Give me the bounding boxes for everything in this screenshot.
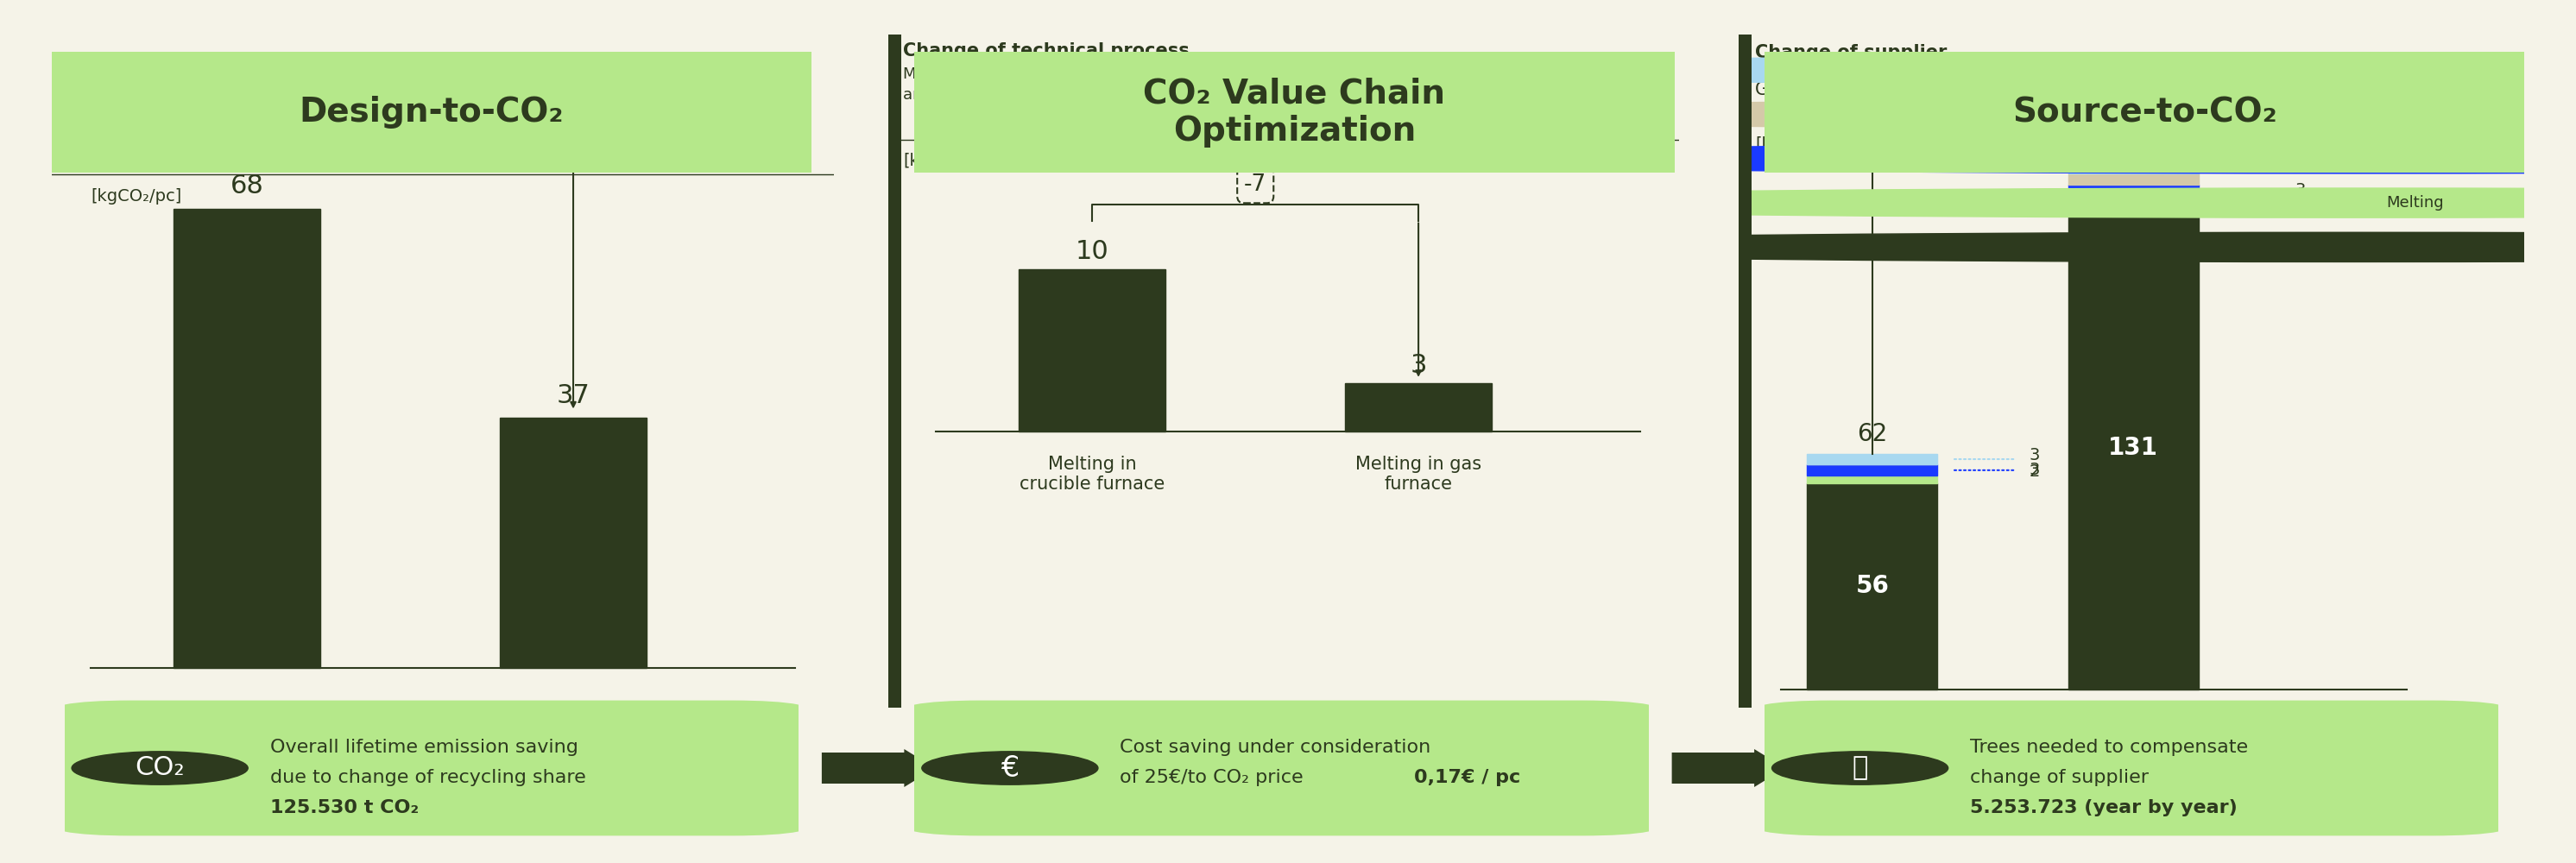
Text: Finishing: Finishing [2385,107,2455,123]
Text: Design-to-CO₂: Design-to-CO₂ [299,96,564,129]
Text: 56: 56 [1855,574,1888,598]
Bar [2069,185,2197,196]
Text: CO₂ Value Chain
Optimization: CO₂ Value Chain Optimization [1144,77,1445,148]
Text: AlSi9Cu3
80% recycling
material: AlSi9Cu3 80% recycling material [510,722,636,779]
Text: [kgCO₂/pc]: [kgCO₂/pc] [904,153,994,169]
Bar [1808,483,1937,690]
Text: -7: -7 [1244,173,1267,196]
Bar [173,208,319,668]
Bar [2069,196,2197,206]
Text: 2: 2 [2030,464,2040,480]
FancyBboxPatch shape [1741,701,2522,835]
Text: 140: 140 [2110,131,2156,155]
FancyBboxPatch shape [21,47,842,178]
Text: 131: 131 [2107,436,2159,460]
Circle shape [1311,232,2576,261]
Bar [1020,269,1167,432]
Circle shape [1311,144,2576,173]
Text: 125.530 t CO₂: 125.530 t CO₂ [270,799,420,816]
Text: 10: 10 [1077,239,1110,264]
Text: Trees needed to compensate: Trees needed to compensate [1971,739,2249,756]
Text: Transport: Transport [2385,62,2460,78]
Text: 3: 3 [1409,353,1427,378]
Bar [1808,464,1937,476]
Circle shape [1772,752,1947,784]
FancyArrow shape [822,749,935,787]
Text: change of supplier: change of supplier [1971,769,2148,786]
FancyBboxPatch shape [1734,47,2555,178]
Text: due to change of recycling share: due to change of recycling share [270,769,585,786]
Text: [kgCO₂/pc]: [kgCO₂/pc] [1754,136,1847,153]
Bar [2069,173,2197,185]
Bar [500,418,647,668]
Text: [kgCO₂/pc]: [kgCO₂/pc] [90,188,180,205]
Text: 3: 3 [2030,462,2040,478]
Text: AlSi9Cu3
20% recycling
material: AlSi9Cu3 20% recycling material [183,722,312,779]
Text: Melting in gas
furnace: Melting in gas furnace [1355,456,1481,493]
Text: 0,17€ / pc: 0,17€ / pc [1414,769,1520,786]
Circle shape [922,752,1097,784]
Text: 🌳: 🌳 [1852,756,1868,780]
Text: CO₂: CO₂ [134,756,185,780]
Text: -31: -31 [392,88,428,110]
Circle shape [1311,188,2576,217]
Text: Die Casting: Die Casting [2385,151,2476,167]
Circle shape [1311,55,2576,85]
Text: Change of material: Change of material [90,107,286,124]
Circle shape [72,752,247,784]
Text: 5.253.723 (year by year): 5.253.723 (year by year) [1971,799,2239,816]
Text: +79: +79 [1978,81,2027,104]
Text: Germany vs. China: Germany vs. China [1754,81,1927,98]
Text: Cost saving under consideration: Cost saving under consideration [1121,739,1432,756]
Text: Material: Material [2385,239,2450,255]
Bar [1808,454,1937,464]
Bar [2069,162,2197,173]
Text: 3: 3 [2030,447,2040,463]
Text: 37: 37 [556,383,590,408]
Text: Change of technical process: Change of technical process [904,42,1190,60]
FancyBboxPatch shape [884,47,1705,178]
Text: 3: 3 [2295,192,2306,209]
FancyArrow shape [1672,749,1785,787]
Text: €: € [999,754,1020,782]
Text: Melt with modern gas furnace instead of old
and inefficient crucible furnace: Melt with modern gas furnace instead of … [904,66,1247,103]
Bar [1808,476,1937,483]
Text: 62: 62 [1857,422,1888,446]
Text: Change of supplier: Change of supplier [1754,44,1947,61]
Text: of 25€/to CO₂ price: of 25€/to CO₂ price [1121,769,1309,786]
Text: 3: 3 [2295,182,2306,198]
Text: Melting in
crucible furnace: Melting in crucible furnace [1020,456,1164,493]
Text: Supplier 2
(China): Supplier 2 (China) [2087,708,2179,746]
Bar [2069,206,2197,690]
FancyBboxPatch shape [41,701,822,835]
Text: Melting: Melting [2385,195,2445,211]
Bar [1345,383,1492,432]
Text: 3: 3 [2295,154,2306,171]
Circle shape [1311,99,2576,129]
Text: Overall lifetime emission saving: Overall lifetime emission saving [270,739,577,756]
Text: Supplier 1
(Germany): Supplier 1 (Germany) [1824,708,1922,746]
Text: Source-to-CO₂: Source-to-CO₂ [2012,96,2277,129]
Text: 68: 68 [229,173,263,198]
FancyBboxPatch shape [891,701,1672,835]
Text: Increase of aluminium recycling: Increase of aluminium recycling [90,141,379,158]
